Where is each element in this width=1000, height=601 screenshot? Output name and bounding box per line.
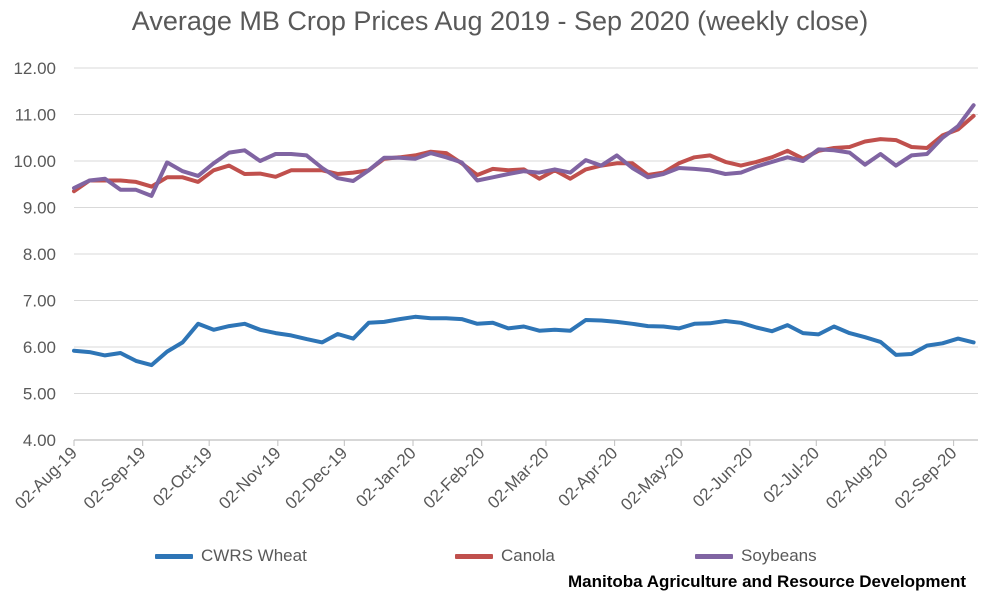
x-tick-label: 02-Nov-19 xyxy=(215,443,285,513)
x-tick-label: 02-Aug-19 xyxy=(11,443,81,513)
y-tick-label-9-00: 9.00 xyxy=(23,199,56,218)
x-tick-label: 02-Jan-20 xyxy=(352,443,420,511)
source-credit: Manitoba Agriculture and Resource Develo… xyxy=(568,572,966,591)
y-tick-label-6-00: 6.00 xyxy=(23,338,56,357)
x-tick-label: 02-Dec-19 xyxy=(282,443,352,513)
legend-label-cwrs-wheat: CWRS Wheat xyxy=(201,546,307,565)
legend-item-cwrs-wheat: CWRS Wheat xyxy=(155,544,307,568)
x-tick-label: 02-Feb-20 xyxy=(420,443,489,512)
gridlines xyxy=(74,67,978,394)
legend-item-soybeans: Soybeans xyxy=(695,544,817,568)
y-tick-label-5-00: 5.00 xyxy=(23,385,56,404)
chart-title: Average MB Crop Prices Aug 2019 - Sep 20… xyxy=(131,6,869,36)
x-tick-label: 02-Mar-20 xyxy=(484,443,553,512)
x-axis-tick-labels: 02-Aug-19 02-Sep-19 02-Oct-19 02-Nov-1902-D… xyxy=(11,440,960,514)
y-tick-label-12-00: 12.00 xyxy=(13,59,56,78)
y-tick-label-7-00: 7.00 xyxy=(23,292,56,311)
y-axis-tick-labels: 4.00 5.00 6.00 7.00 8.00 9.00 10.00 11.00 12.00 xyxy=(13,59,56,450)
legend-swatch-canola xyxy=(455,553,493,559)
x-tick-label: 02-Jun-20 xyxy=(689,443,757,511)
legend-swatch-soybeans xyxy=(695,553,733,559)
x-tick-label: 02-Aug-20 xyxy=(822,443,892,513)
series-line-soybeans xyxy=(72,103,976,198)
series-line-canola xyxy=(72,113,976,194)
y-tick-label-4-00: 4.00 xyxy=(23,431,56,450)
x-tick-label: 02-Oct-19 xyxy=(149,443,216,510)
x-tick-label: 02-May-20 xyxy=(617,443,688,514)
legend-label-canola: Canola xyxy=(501,546,555,565)
series-line-cwrs-wheat xyxy=(72,314,976,368)
y-tick-label-10-00: 10.00 xyxy=(13,152,56,171)
legend-label-soybeans: Soybeans xyxy=(741,546,817,565)
x-tick-label: 02-Jul-20 xyxy=(760,443,824,507)
x-tick-label: 02-Sep-20 xyxy=(891,443,961,513)
x-tick-label: 02-Sep-19 xyxy=(80,443,150,513)
legend-swatch-cwrs-wheat xyxy=(155,553,193,559)
y-tick-label-8-00: 8.00 xyxy=(23,245,56,264)
legend-item-canola: Canola xyxy=(455,544,555,568)
series-lines xyxy=(72,103,976,368)
x-tick-label: 02-Apr-20 xyxy=(555,443,622,510)
y-tick-label-11-00: 11.00 xyxy=(15,106,56,125)
